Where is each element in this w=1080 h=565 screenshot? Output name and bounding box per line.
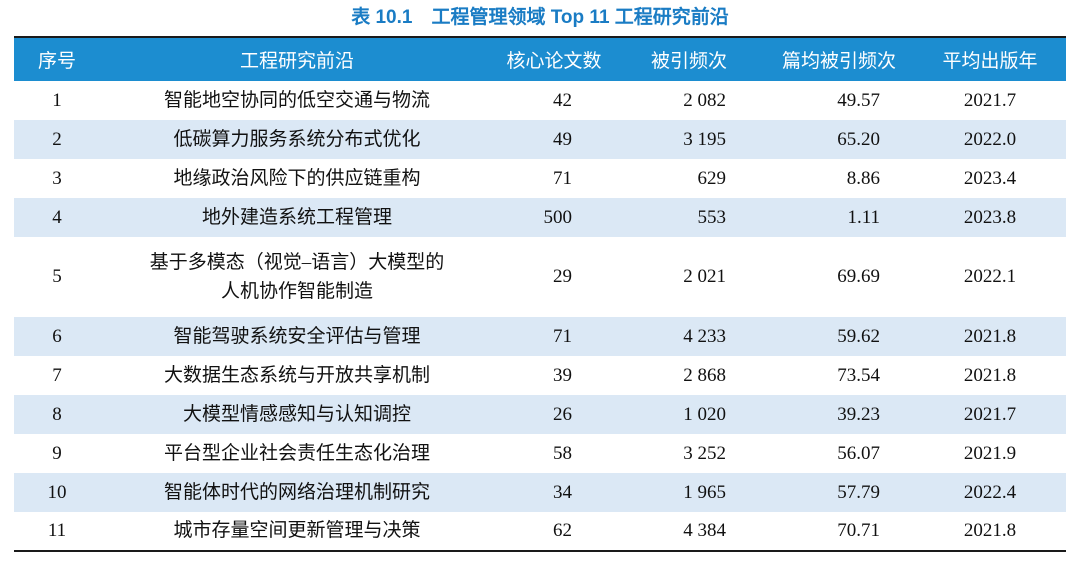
rank-cell: 9	[52, 442, 62, 464]
core-papers-cell: 42	[553, 89, 572, 111]
core-papers-cell: 58	[553, 442, 572, 464]
citations-cell: 629	[697, 167, 727, 189]
citations-cell: 1 965	[683, 481, 726, 503]
citations-cell: 3 195	[683, 128, 726, 150]
front-name-cell: 大模型情感感知与认知调控	[182, 403, 411, 425]
front-name-cell: 平台型企业社会责任生态化治理	[163, 442, 430, 464]
table-row: 5 基于多模态（视觉–语言）大模型的 人机协作智能制造 29 2 021 69.…	[14, 237, 1066, 317]
mean-year-cell: 2023.8	[963, 206, 1017, 228]
citations-per-paper-cell: 73.54	[837, 364, 880, 386]
citations-cell: 1 020	[683, 403, 726, 425]
citations-per-paper-cell: 1.11	[847, 206, 880, 228]
table-row: 10 智能体时代的网络治理机制研究 34 1 965 57.79 2022.4	[14, 473, 1066, 512]
core-papers-cell: 34	[553, 481, 572, 503]
rank-cell: 11	[47, 520, 67, 542]
mean-year-cell: 2021.7	[963, 403, 1017, 425]
mean-year-cell: 2021.8	[963, 364, 1017, 386]
citations-per-paper-cell: 70.71	[837, 520, 880, 542]
citations-per-paper-cell: 59.62	[837, 325, 880, 347]
core-papers-cell: 71	[553, 325, 572, 347]
rank-cell: 8	[52, 403, 62, 425]
core-papers-cell: 26	[553, 403, 572, 425]
table-body: 1 智能地空协同的低空交通与物流 42 2 082 49.57 2021.7 2…	[14, 81, 1066, 551]
citations-per-paper-cell: 8.86	[846, 167, 880, 189]
citations-per-paper-cell: 39.23	[837, 403, 880, 425]
front-name-cell: 智能地空协同的低空交通与物流	[163, 89, 430, 111]
column-header-research-front: 工程研究前沿	[239, 51, 354, 72]
front-name-cell: 城市存量空间更新管理与决策	[173, 520, 421, 542]
rank-cell: 7	[52, 364, 62, 386]
mean-year-cell: 2022.1	[963, 266, 1017, 288]
table-row: 11 城市存量空间更新管理与决策 62 4 384 70.71 2021.8	[14, 512, 1066, 551]
column-header-rank: 序号	[37, 51, 76, 72]
front-name-cell: 智能体时代的网络治理机制研究	[163, 481, 430, 503]
front-name-cell: 大数据生态系统与开放共享机制	[163, 364, 430, 386]
rank-cell: 3	[52, 167, 62, 189]
citations-per-paper-cell: 49.57	[837, 89, 880, 111]
mean-year-cell: 2023.4	[963, 167, 1017, 189]
front-name-cell: 智能驾驶系统安全评估与管理	[173, 325, 421, 347]
core-papers-cell: 49	[553, 128, 572, 150]
rank-cell: 10	[47, 481, 67, 503]
table-row: 2 低碳算力服务系统分布式优化 49 3 195 65.20 2022.0	[14, 120, 1066, 159]
table-row: 3 地缘政治风险下的供应链重构 71 629 8.86 2023.4	[14, 159, 1066, 198]
front-name-cell: 低碳算力服务系统分布式优化	[173, 128, 421, 150]
column-header-core-papers: 核心论文数	[506, 51, 602, 72]
table-row: 6 智能驾驶系统安全评估与管理 71 4 233 59.62 2021.8	[14, 317, 1066, 356]
rank-cell: 2	[52, 128, 62, 150]
core-papers-cell: 71	[553, 167, 572, 189]
front-name-cell: 地缘政治风险下的供应链重构	[173, 167, 421, 189]
table-row: 4 地外建造系统工程管理 500 553 1.11 2023.8	[14, 198, 1066, 237]
table-row: 9 平台型企业社会责任生态化治理 58 3 252 56.07 2021.9	[14, 434, 1066, 473]
research-fronts-table: 序号 工程研究前沿 核心论文数 被引频次 篇均被引频次 平均出版年 1 智能地空…	[14, 36, 1066, 552]
rank-cell: 6	[52, 325, 62, 347]
front-name-cell: 地外建造系统工程管理	[201, 206, 392, 228]
citations-per-paper-cell: 69.69	[837, 266, 880, 288]
citations-cell: 553	[697, 206, 727, 228]
table-title: 表 10.1 工程管理领域 Top 11 工程研究前沿	[351, 7, 729, 28]
rank-cell: 5	[52, 266, 62, 288]
table-row: 8 大模型情感感知与认知调控 26 1 020 39.23 2021.7	[14, 395, 1066, 434]
table-row: 7 大数据生态系统与开放共享机制 39 2 868 73.54 2021.8	[14, 356, 1066, 395]
mean-year-cell: 2022.0	[963, 128, 1017, 150]
core-papers-cell: 500	[543, 206, 573, 228]
core-papers-cell: 39	[553, 364, 572, 386]
mean-year-cell: 2021.7	[963, 89, 1017, 111]
front-name-cell: 基于多模态（视觉–语言）大模型的 人机协作智能制造	[149, 251, 445, 302]
column-header-citations: 被引频次	[650, 51, 727, 72]
mean-year-cell: 2021.8	[963, 520, 1017, 542]
table-header: 序号 工程研究前沿 核心论文数 被引频次 篇均被引频次 平均出版年	[14, 37, 1066, 81]
table-row: 1 智能地空协同的低空交通与物流 42 2 082 49.57 2021.7	[14, 81, 1066, 120]
core-papers-cell: 29	[553, 266, 572, 288]
citations-per-paper-cell: 65.20	[837, 128, 880, 150]
citations-cell: 4 384	[683, 520, 726, 542]
citations-per-paper-cell: 56.07	[837, 442, 880, 464]
header-row: 序号 工程研究前沿 核心论文数 被引频次 篇均被引频次 平均出版年	[14, 37, 1066, 81]
citations-cell: 4 233	[683, 325, 726, 347]
core-papers-cell: 62	[553, 520, 572, 542]
citations-per-paper-cell: 57.79	[837, 481, 880, 503]
mean-year-cell: 2021.8	[963, 325, 1017, 347]
citations-cell: 2 868	[683, 364, 726, 386]
column-header-citations-per-paper: 篇均被引频次	[781, 51, 896, 72]
citations-cell: 2 021	[683, 266, 726, 288]
rank-cell: 1	[52, 89, 62, 111]
mean-year-cell: 2022.4	[963, 481, 1017, 503]
mean-year-cell: 2021.9	[963, 442, 1017, 464]
citations-cell: 2 082	[683, 89, 726, 111]
citations-cell: 3 252	[683, 442, 726, 464]
rank-cell: 4	[52, 206, 62, 228]
column-header-mean-year: 平均出版年	[942, 51, 1038, 72]
